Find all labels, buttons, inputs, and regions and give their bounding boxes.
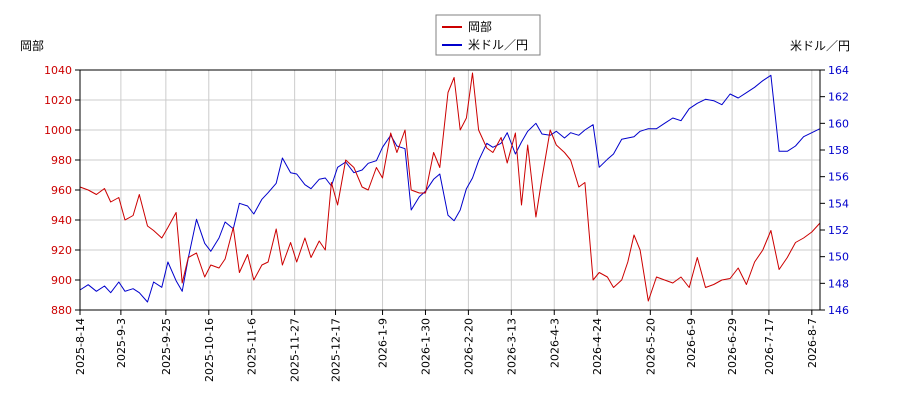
x-tick-label: 2025-10-16 (203, 318, 216, 382)
left-tick-label: 900 (51, 274, 72, 287)
right-tick-label: 154 (828, 197, 849, 210)
right-tick-label: 162 (828, 91, 849, 104)
right-tick-label: 148 (828, 277, 849, 290)
x-tick-label: 2025-12-17 (330, 318, 343, 382)
left-tick-label: 1000 (44, 124, 72, 137)
x-tick-label: 2026-4-24 (591, 318, 604, 375)
x-tick-label: 2026-1-30 (419, 318, 432, 375)
x-tick-label: 2026-1-9 (377, 318, 390, 368)
right-tick-label: 152 (828, 224, 849, 237)
x-tick-label: 2026-6-9 (685, 318, 698, 368)
left-axis: 880 900 920 940 960 980 1000 1020 1040 (44, 64, 80, 317)
x-tick-label: 2026-4-3 (548, 318, 561, 368)
left-tick-label: 880 (51, 304, 72, 317)
right-tick-label: 164 (828, 64, 849, 77)
right-axis-title: 米ドル／円 (790, 39, 850, 53)
legend: 岡部 米ドル／円 (435, 14, 541, 56)
x-tick-label: 2026-3-13 (505, 318, 518, 375)
left-tick-label: 1020 (44, 94, 72, 107)
right-tick-label: 156 (828, 171, 849, 184)
left-tick-label: 920 (51, 244, 72, 257)
x-tick-label: 2026-2-20 (462, 318, 475, 375)
x-tick-label: 2025-9-25 (160, 318, 173, 375)
series-line-usdjpy (79, 74, 821, 303)
legend-label-okabe: 岡部 (468, 19, 492, 34)
x-tick-label: 2026-8-7 (806, 318, 819, 368)
left-tick-label: 960 (51, 184, 72, 197)
left-tick-label: 1040 (44, 64, 72, 77)
left-axis-title: 岡部 (20, 38, 44, 53)
legend-box (435, 14, 541, 56)
x-tick-label: 2026-6-29 (726, 318, 739, 375)
x-tick-label: 2025-11-6 (246, 318, 259, 375)
right-tick-label: 150 (828, 251, 849, 264)
left-tick-label: 980 (51, 154, 72, 167)
x-tick-label: 2025-9-3 (115, 318, 128, 368)
right-tick-label: 160 (828, 117, 849, 130)
x-axis: 2025-8-14 2025-9-3 2025-9-25 2025-10-16 2025… (74, 310, 819, 382)
x-tick-label: 2026-5-20 (644, 318, 657, 375)
left-tick-label: 940 (51, 214, 72, 227)
legend-label-usdjpy: 米ドル／円 (468, 38, 528, 52)
right-tick-label: 158 (828, 144, 849, 157)
right-axis: 146 148 150 152 154 156 158 160 162 164 (820, 64, 849, 317)
series-line-okabe (79, 72, 821, 302)
x-tick-label: 2026-7-17 (763, 318, 776, 375)
x-tick-label: 2025-8-14 (74, 318, 87, 375)
right-tick-label: 146 (828, 304, 849, 317)
x-tick-label: 2025-11-27 (289, 318, 302, 382)
series-lines (79, 72, 821, 303)
